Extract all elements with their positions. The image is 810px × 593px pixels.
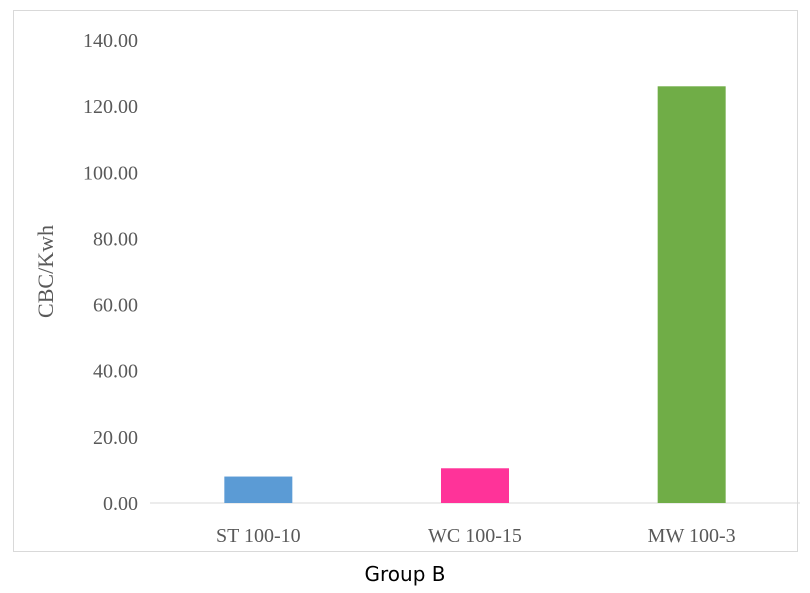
- y-tick-label: 100.00: [83, 162, 138, 184]
- y-tick-label: 140.00: [83, 30, 138, 52]
- y-tick-label: 60.00: [93, 295, 138, 317]
- bar-st-100-10: [224, 476, 293, 503]
- bar-chart: 0.00 20.00 40.00 60.00 80.00 100.00 120.00 140.…: [33, 30, 800, 547]
- x-category-label: ST 100-10: [216, 525, 301, 547]
- x-category-label: WC 100-15: [428, 525, 522, 547]
- bar-mw-100-3: [657, 86, 726, 504]
- y-tick-label: 0.00: [103, 493, 138, 515]
- chart-caption: Group B: [364, 562, 446, 586]
- y-tick-label: 80.00: [93, 228, 138, 250]
- x-category-label: MW 100-3: [648, 525, 736, 547]
- bar-wc-100-15: [441, 468, 509, 503]
- y-tick-label: 20.00: [93, 427, 138, 449]
- y-tick-label: 120.00: [83, 96, 138, 118]
- y-axis-title: CBC/Kwh: [33, 225, 58, 318]
- y-tick-label: 40.00: [93, 361, 138, 383]
